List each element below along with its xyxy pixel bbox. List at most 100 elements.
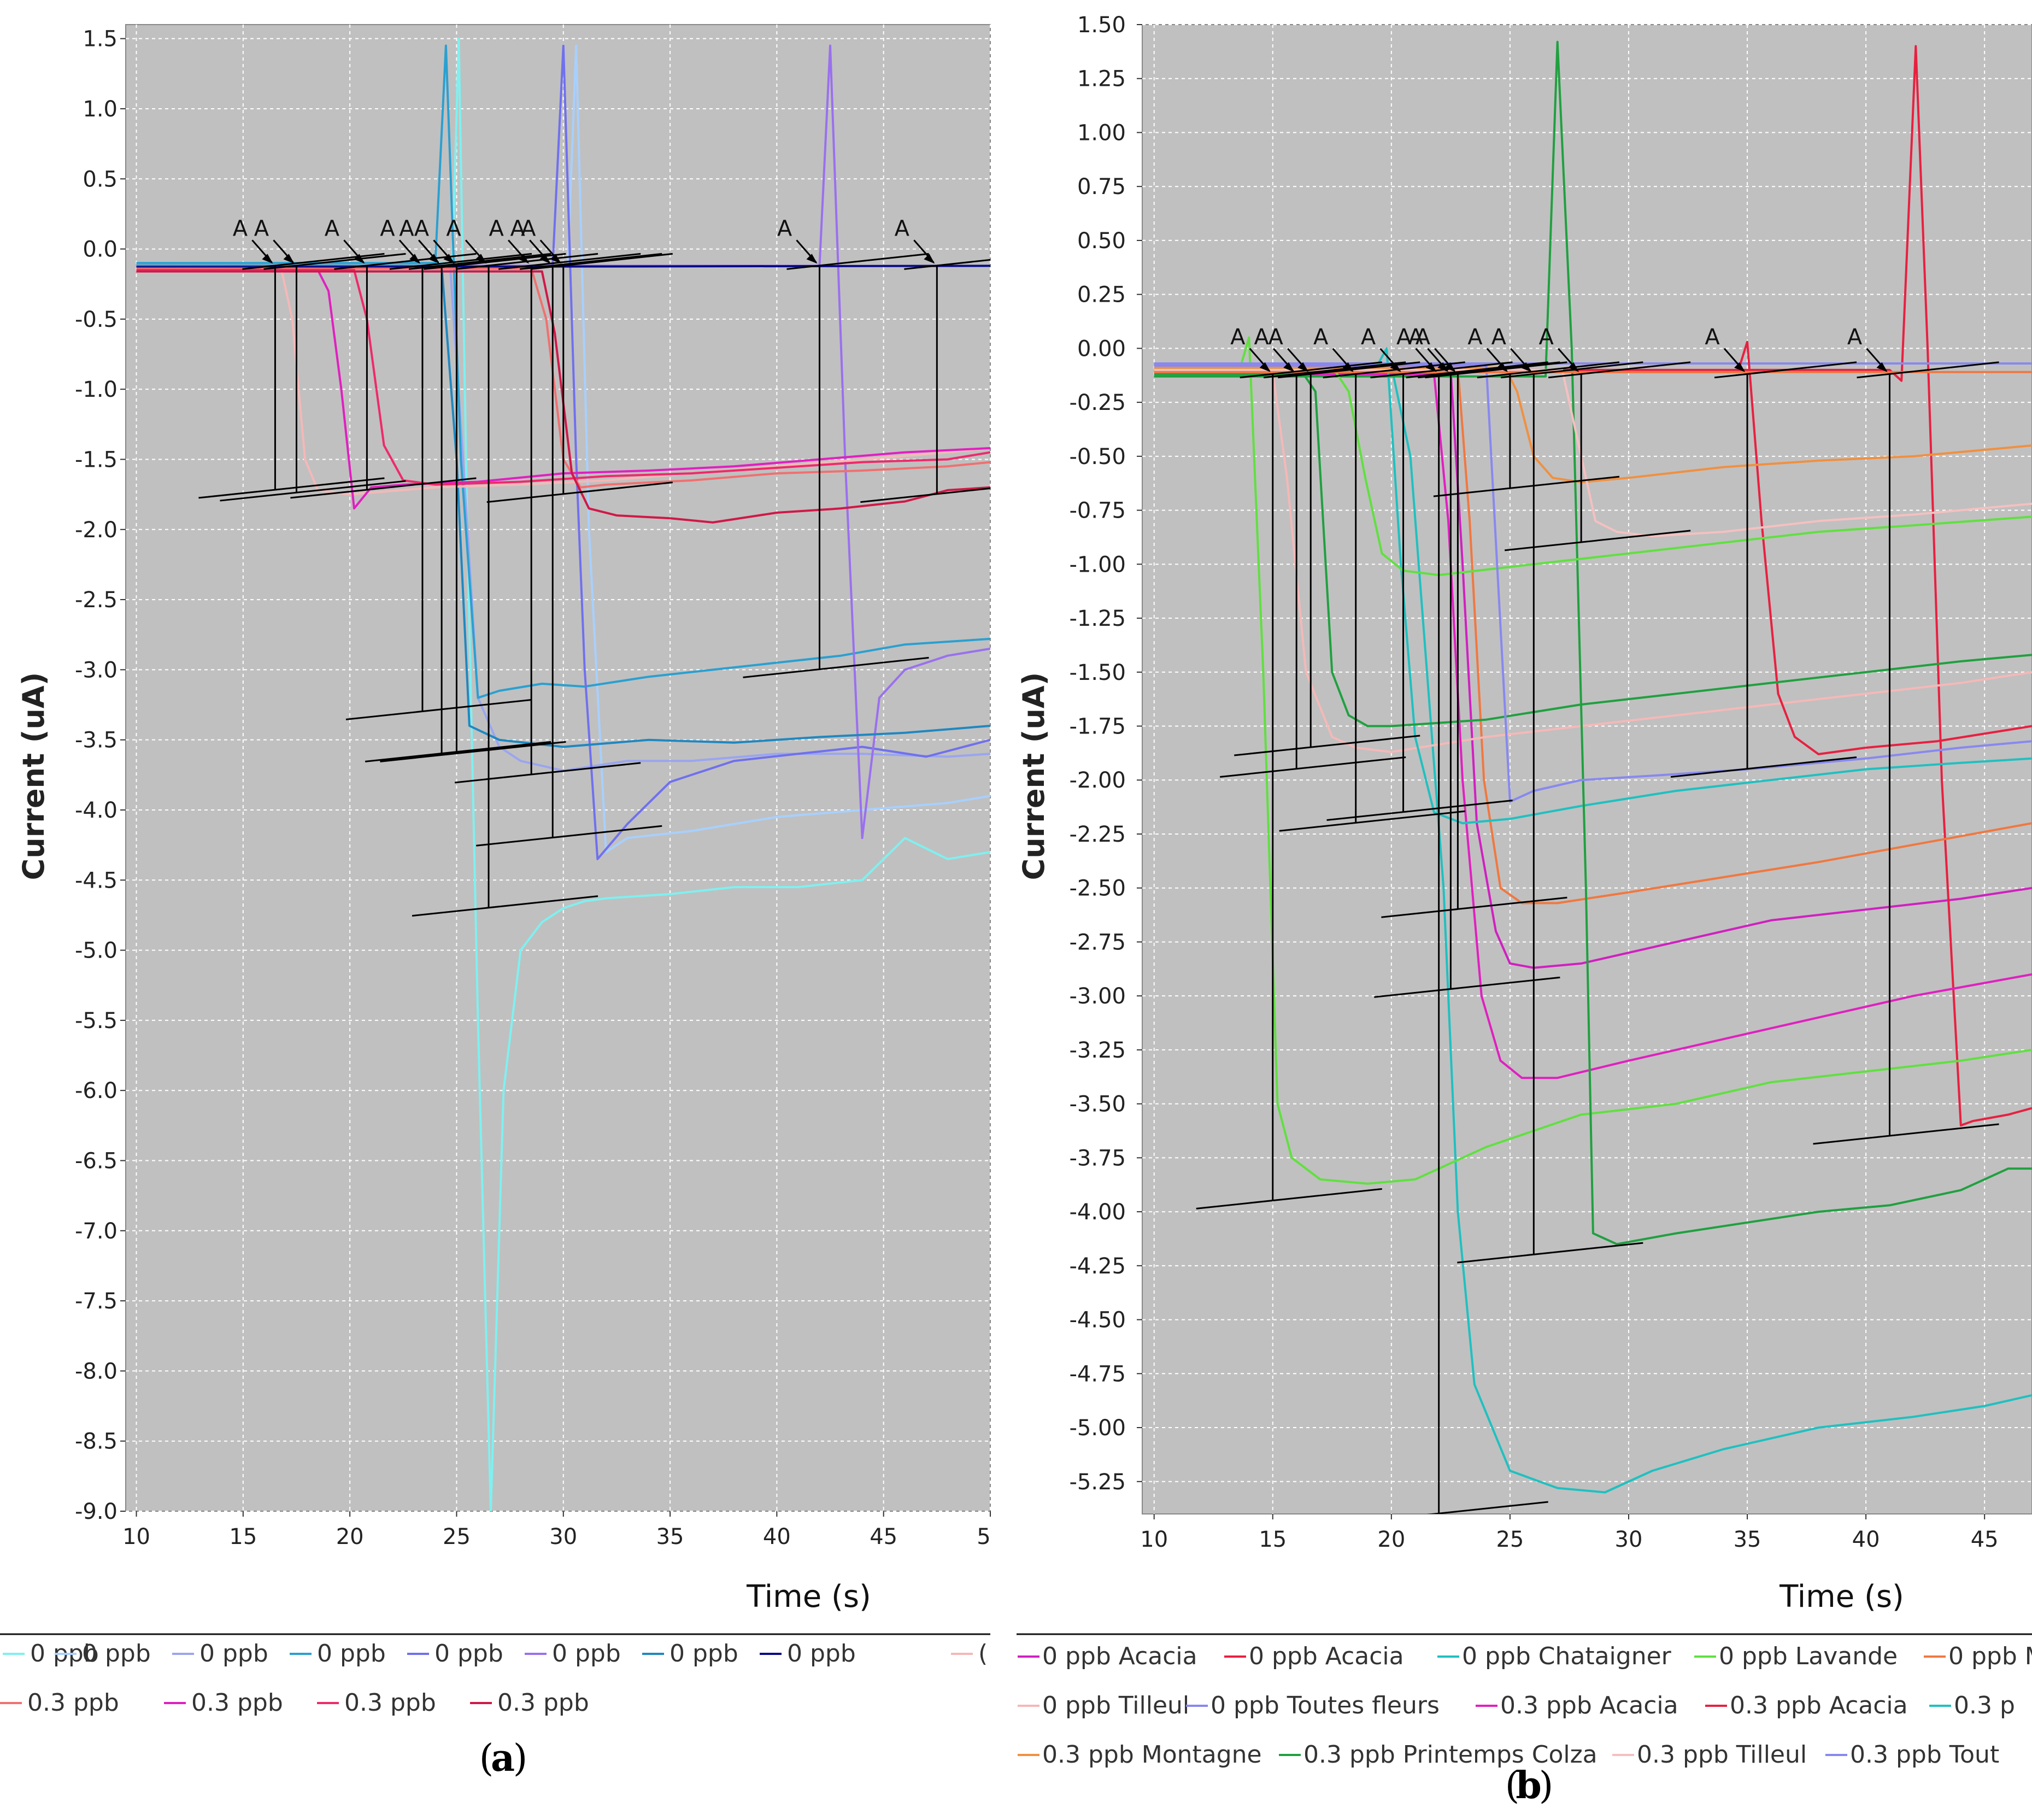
y-tick-label: -8.0 — [75, 1359, 118, 1384]
x-tick-label: 45 — [870, 1524, 897, 1549]
panel-b-y-ticks: 1.50 1.25 1.00 0.75 0.50 0.25 0.00 -0.25 -0.50 -0… — [1070, 13, 1142, 1495]
y-tick-label: -5.25 — [1070, 1470, 1126, 1495]
annotation-arrowhead — [1297, 362, 1309, 372]
y-tick-label: -5.0 — [75, 938, 118, 964]
marker-tangent-low — [455, 762, 641, 784]
marker-tangent-high — [1501, 361, 1643, 379]
annotation-label-a: A — [1705, 325, 1720, 350]
y-tick-label: 1.50 — [1077, 13, 1126, 38]
annotation-label-a: A — [446, 216, 461, 241]
panel-b-legend: 0 ppb Acacia 0 ppb Acacia 0 ppb Chataigner… — [1018, 1642, 2032, 1769]
y-tick-label: -7.5 — [75, 1289, 118, 1314]
panel-b-plot-area — [1142, 24, 2032, 1514]
panel-a-label-open-paren: ( — [479, 1737, 494, 1780]
marker-tangent-high — [1425, 361, 1567, 379]
y-tick-label: -4.5 — [75, 868, 118, 893]
series-line — [136, 44, 990, 853]
annotation-label-a: A — [1467, 325, 1483, 350]
panel-b-markers: A AA A A AAA A A A A A — [1196, 325, 1999, 1514]
marker-tangent-high — [1264, 361, 1406, 379]
panel-a-label-close-paren: ) — [513, 1737, 528, 1780]
annotation-label-a: A — [399, 216, 414, 241]
legend-label: 0.3 ppb — [497, 1689, 589, 1717]
annotation-arrowhead — [1342, 362, 1354, 372]
annotation-arrowhead — [409, 254, 420, 264]
y-tick-label: -4.75 — [1070, 1361, 1126, 1387]
annotation-arrowhead — [1876, 362, 1888, 372]
marker-tangent-low — [743, 656, 929, 678]
annotation-label-a: A — [1361, 325, 1376, 350]
marker-tangent-low — [365, 741, 551, 762]
series-line — [136, 269, 990, 510]
y-tick-label: -9.0 — [75, 1499, 118, 1524]
marker-tangent-low — [1381, 896, 1567, 918]
x-tick-label: 25 — [443, 1524, 471, 1549]
y-tick-label: -6.5 — [75, 1148, 118, 1173]
x-tick-label: 35 — [1734, 1527, 1761, 1552]
annotation-arrowhead — [1734, 362, 1746, 372]
y-tick-label: -7.0 — [75, 1219, 118, 1244]
x-tick-label: 25 — [1496, 1527, 1524, 1552]
annotation-arrowhead — [443, 254, 455, 264]
marker-tangent-low — [1670, 756, 1857, 778]
legend-label-partial: ( — [978, 1640, 988, 1668]
x-tick-label: 35 — [656, 1524, 684, 1549]
marker-tangent-high — [389, 253, 532, 270]
marker-tangent-high — [408, 253, 551, 270]
panel-b-label: ( b ) — [1505, 1764, 1554, 1807]
legend-label: 0 ppb Lavande — [1719, 1642, 1898, 1670]
marker-tangent-low — [476, 825, 662, 847]
panel-a-x-ticks: 10 15 20 25 30 35 40 45 5 — [122, 1511, 991, 1549]
marker-tangent-low — [1457, 1242, 1643, 1264]
annotation-label-a: A — [325, 216, 340, 241]
annotation-label-a: A — [233, 216, 248, 241]
y-tick-label: 0.5 — [83, 167, 118, 192]
annotation-arrowhead — [539, 254, 551, 264]
x-tick-label: 10 — [1140, 1527, 1168, 1552]
marker-tangent-high — [904, 259, 990, 270]
y-tick-label: 1.25 — [1077, 67, 1126, 92]
y-tick-label: -2.50 — [1070, 876, 1126, 901]
annotation-label-a: A — [1268, 325, 1284, 350]
panel-a-y-axis-label: Current (uA) — [16, 672, 51, 880]
annotation-arrowhead — [1283, 362, 1295, 372]
y-tick-label: -4.0 — [75, 798, 118, 823]
series-line — [1154, 45, 2032, 1127]
marker-tangent-low — [1234, 735, 1420, 756]
marker-tangent-low — [1813, 1123, 1999, 1145]
marker-tangent-high — [263, 253, 406, 270]
y-tick-label: -3.00 — [1070, 984, 1126, 1009]
legend-label: 0 ppb Acacia — [1042, 1642, 1197, 1670]
x-tick-label: 15 — [1259, 1527, 1287, 1552]
legend-label: 0.3 ppb Tilleul — [1637, 1741, 1807, 1769]
marker-tangent-low — [412, 895, 598, 917]
panel-b-label-close-paren: ) — [1539, 1764, 1554, 1807]
annotation-label-a: A — [1416, 325, 1431, 350]
annotation-label-a: A — [1254, 325, 1269, 350]
panel-a-label: ( a ) — [479, 1736, 528, 1780]
legend-label: 0.3 ppb Acacia — [1500, 1692, 1678, 1719]
marker-tangent-low — [860, 487, 990, 503]
x-tick-label: 45 — [1971, 1527, 1999, 1552]
marker-tangent-low — [1326, 799, 1513, 821]
y-tick-label: -3.0 — [75, 657, 118, 683]
y-tick-label: -3.50 — [1070, 1092, 1126, 1117]
x-tick-label: 5 — [977, 1524, 990, 1549]
y-tick-label: -2.75 — [1070, 930, 1126, 955]
legend-label: 0 ppb — [317, 1640, 386, 1668]
legend-label: 0 ppb — [787, 1640, 856, 1668]
legend-label: 0 ppb Toutes fleurs — [1211, 1692, 1440, 1719]
y-tick-label: -3.5 — [75, 728, 118, 753]
legend-label: 0 ppb Acacia — [1249, 1642, 1404, 1670]
panel-b-grid — [1142, 24, 2032, 1514]
marker-tangent-low — [486, 482, 673, 503]
y-tick-label: -0.75 — [1070, 498, 1126, 524]
x-tick-label: 40 — [763, 1524, 791, 1549]
annotation-label-a: A — [521, 216, 536, 241]
x-tick-label: 20 — [336, 1524, 364, 1549]
annotation-arrowhead — [1425, 362, 1437, 372]
legend-label: 0 ppb — [434, 1640, 503, 1668]
y-tick-label: 1.5 — [83, 27, 118, 52]
marker-tangent-high — [786, 253, 929, 270]
annotation-label-a: A — [1538, 325, 1554, 350]
